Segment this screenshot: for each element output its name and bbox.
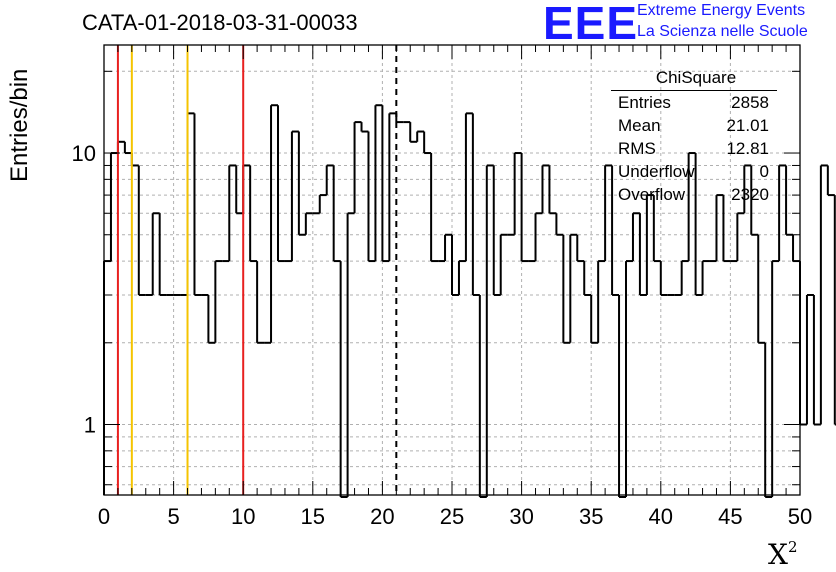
stats-value: 21.01 [726,116,769,135]
x-tick-label: 10 [231,504,255,529]
x-tick-label: 40 [649,504,673,529]
x-tick-label: 45 [718,504,742,529]
x-axis-label-superscript: 2 [787,538,798,556]
stats-row: Underflow 0 [611,160,777,183]
stats-label: RMS [618,139,656,158]
stats-row: RMS 12.81 [611,137,777,160]
eee-logo: EEE [543,0,639,49]
reference-lines [116,45,398,495]
stats-label: Overflow [618,185,686,204]
y-tick-label: 10 [72,141,96,166]
x-axis-label-main: X [768,538,788,571]
x-tick-label: 50 [788,504,812,529]
stats-row: Mean 21.01 [611,114,777,137]
stats-value: 12.81 [726,139,769,158]
x-tick-label: 0 [98,504,110,529]
stats-divider [611,90,777,91]
x-tick-label: 20 [370,504,394,529]
stats-value: 2320 [731,185,769,204]
x-axis-label: X2 [768,538,797,571]
axis-ticks [103,45,801,495]
tick-labels: 0 5 10 15 20 25 30 35 40 45 50 1 10 [72,141,813,529]
chart-title: CATA-01-2018-03-31-00033 [82,10,358,35]
x-tick-label: 30 [509,504,533,529]
stats-label: Entries [618,93,671,112]
stats-label: Mean [618,116,661,135]
stats-value: 2858 [731,93,769,112]
logo-tagline-1: Extreme Energy Events [637,2,806,19]
stats-label: Underflow [618,162,695,181]
stats-row: Entries 2858 [611,91,777,114]
stats-box: ChiSquare Entries 2858 Mean 21.01 RMS 12.81… [611,66,777,206]
y-tick-label: 1 [84,413,96,438]
stats-row: Overflow 2320 [611,183,777,206]
y-axis-label: Entries/bin [6,68,33,182]
x-tick-label: 15 [301,504,325,529]
x-tick-label: 25 [440,504,464,529]
x-tick-label: 35 [579,504,603,529]
logo-tagline-2: La Scienza nelle Scuole [637,23,808,40]
stats-value: 0 [759,162,769,181]
stats-title: ChiSquare [655,68,737,87]
x-tick-label: 5 [167,504,179,529]
